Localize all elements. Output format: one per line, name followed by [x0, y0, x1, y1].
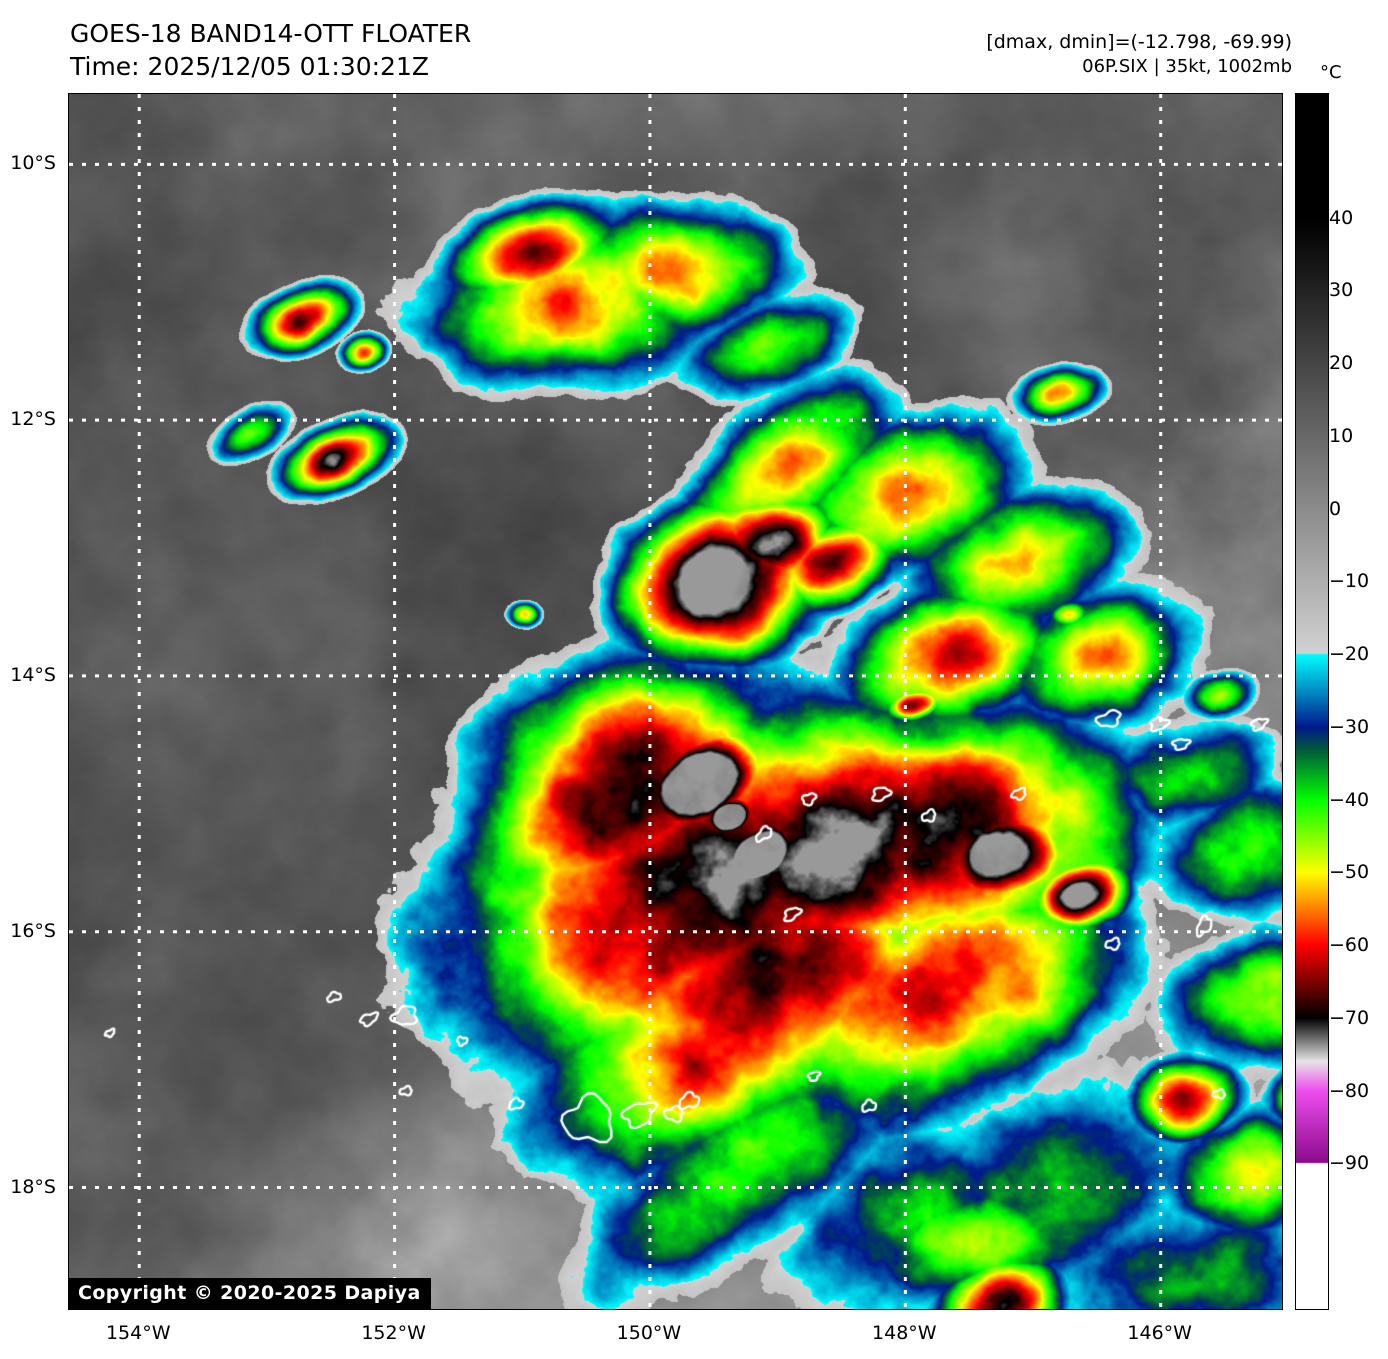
colorbar-tick-minus80: −80 [1329, 1079, 1370, 1102]
colorbar-tick-0: 0 [1329, 497, 1342, 520]
x-tick-146W: 146°W [1127, 1322, 1192, 1344]
y-axis-tick-labels: 10°S 12°S 14°S 16°S 18°S [0, 0, 66, 1359]
satellite-image-plot[interactable] [68, 93, 1283, 1310]
colorbar-tick-10: 10 [1329, 424, 1354, 447]
colorbar-tick-minus10: −10 [1329, 570, 1370, 593]
y-tick-16S: 16°S [10, 919, 56, 942]
y-tick-10S: 10°S [10, 152, 56, 175]
colorbar-tick-30: 30 [1329, 279, 1354, 302]
x-axis-tick-labels: 154°W 152°W 150°W 148°W 146°W [0, 1322, 1388, 1348]
x-tick-148W: 148°W [872, 1322, 937, 1344]
title-block: GOES-18 BAND14-OTT FLOATER Time: 2025/12… [70, 18, 471, 83]
x-tick-152W: 152°W [361, 1322, 426, 1344]
colorbar-tick-minus20: −20 [1329, 643, 1370, 666]
copyright-notice: Copyright © 2020-2025 Dapiya [68, 1278, 431, 1309]
infrared-brightness-temperature-raster [69, 94, 1282, 1309]
x-tick-154W: 154°W [105, 1322, 171, 1344]
timestamp-label: Time: 2025/12/05 01:30:21Z [70, 51, 429, 81]
page-title: GOES-18 BAND14-OTT FLOATER [70, 19, 472, 48]
dminmax-label: [dmax, dmin]=(-12.798, -69.99) [986, 31, 1292, 53]
colorbar-gradient [1296, 94, 1328, 1309]
y-tick-18S: 18°S [10, 1175, 56, 1198]
storm-info-label: 06P.SIX | 35kt, 1002mb [1082, 55, 1292, 77]
y-tick-14S: 14°S [10, 663, 56, 686]
colorbar-unit-label: °C [1320, 62, 1342, 83]
colorbar[interactable] [1295, 93, 1329, 1310]
metadata-block: [dmax, dmin]=(-12.798, -69.99) 06P.SIX |… [986, 30, 1292, 78]
colorbar-tick-40: 40 [1329, 206, 1354, 229]
colorbar-tick-minus90: −90 [1329, 1152, 1370, 1175]
y-tick-12S: 12°S [10, 408, 56, 431]
colorbar-tick-minus40: −40 [1329, 788, 1370, 811]
colorbar-tick-labels: 40 30 20 10 0 −10 −20 −30 −40 −50 −60 −70 −80 −90 [1329, 93, 1387, 1310]
colorbar-tick-20: 20 [1329, 352, 1354, 375]
x-tick-150W: 150°W [616, 1322, 682, 1344]
colorbar-tick-minus50: −50 [1329, 861, 1370, 884]
colorbar-tick-minus30: −30 [1329, 715, 1370, 738]
colorbar-tick-minus60: −60 [1329, 934, 1370, 957]
colorbar-tick-minus70: −70 [1329, 1006, 1370, 1029]
